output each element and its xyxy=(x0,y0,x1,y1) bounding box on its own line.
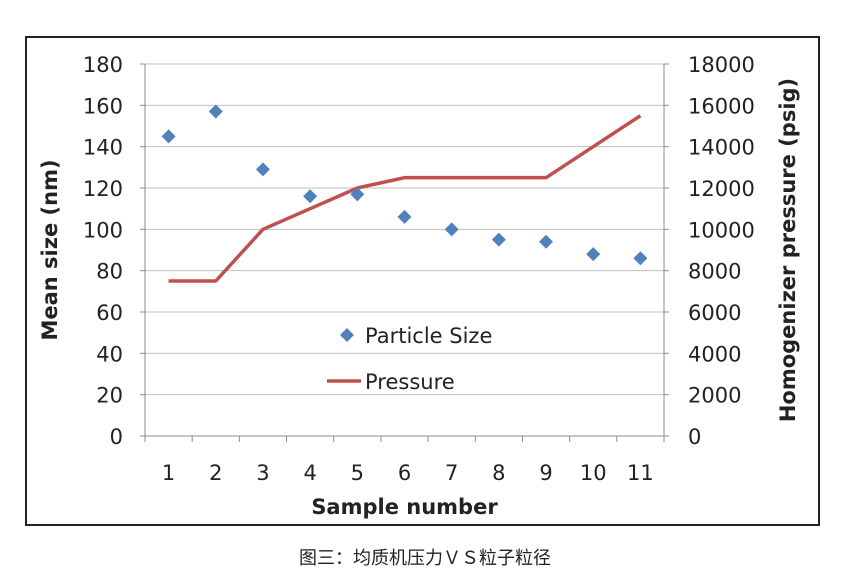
x-axis-tick-label: 6 xyxy=(398,461,411,485)
particle-size-point xyxy=(586,247,601,262)
x-axis-tick-label: 9 xyxy=(539,461,552,485)
x-axis-tick-label: 4 xyxy=(303,461,316,485)
left-axis-tick-label: 120 xyxy=(83,177,123,201)
x-axis-tick-label: 11 xyxy=(627,461,654,485)
left-axis-tick-label: 180 xyxy=(83,53,123,77)
left-axis-tick-label: 80 xyxy=(96,260,123,284)
particle-size-point xyxy=(255,162,270,177)
right-axis-tick-label: 0 xyxy=(688,425,701,449)
particle-size-point xyxy=(208,104,223,119)
left-axis-title: Mean size (nm) xyxy=(38,159,62,340)
particle-size-point xyxy=(633,251,648,266)
particle-size-point xyxy=(397,209,412,224)
x-axis-tick-label: 3 xyxy=(256,461,269,485)
right-axis-tick-label: 14000 xyxy=(688,136,755,160)
left-axis-tick-label: 140 xyxy=(83,136,123,160)
left-axis-tick-label: 100 xyxy=(83,218,123,242)
right-axis-tick-label: 6000 xyxy=(688,301,741,325)
figure-caption: 图三：均质机压力ＶＳ粒子粒径 xyxy=(299,548,551,569)
legend-pressure-label: Pressure xyxy=(365,370,455,394)
left-axis-tick-label: 160 xyxy=(83,94,123,118)
x-axis-tick-label: 1 xyxy=(162,461,175,485)
right-axis-tick-label: 18000 xyxy=(688,53,755,77)
legend-particle-size-label: Particle Size xyxy=(365,324,492,348)
x-axis-title: Sample number xyxy=(311,495,498,519)
particle-size-point xyxy=(350,187,365,202)
right-axis-tick-label: 4000 xyxy=(688,342,741,366)
right-axis-tick-label: 8000 xyxy=(688,260,741,284)
particle-size-point xyxy=(444,222,459,237)
x-axis-tick-label: 10 xyxy=(580,461,607,485)
x-axis-tick-label: 7 xyxy=(445,461,458,485)
particle-size-point xyxy=(161,129,176,144)
x-axis-tick-label: 8 xyxy=(492,461,505,485)
particle-size-point xyxy=(539,234,554,249)
left-axis-tick-label: 40 xyxy=(96,342,123,366)
chart-frame: 0 20 40 60 80 100 120 140 160 180 0 2000 4000 6000 800… xyxy=(25,36,820,526)
chart-svg: 0 20 40 60 80 100 120 140 160 180 0 2000 4000 6000 800… xyxy=(38,53,800,519)
x-axis-tick-label: 2 xyxy=(209,461,222,485)
pressure-series-line xyxy=(168,114,642,283)
left-axis-tick-label: 60 xyxy=(96,301,123,325)
right-axis-tick-label: 2000 xyxy=(688,384,741,408)
right-axis-title: Homogenizer pressure (psig) xyxy=(776,78,800,422)
left-axis-tick-label: 0 xyxy=(110,425,123,449)
x-axis-tick-label: 5 xyxy=(351,461,364,485)
legend-particle-size-marker xyxy=(340,328,354,342)
right-axis-tick-label: 10000 xyxy=(688,218,755,242)
right-axis-tick-label: 12000 xyxy=(688,177,755,201)
particle-size-point xyxy=(303,189,318,204)
left-axis-tick-label: 20 xyxy=(96,384,123,408)
particle-size-point xyxy=(491,232,506,247)
right-axis-tick-label: 16000 xyxy=(688,94,755,118)
